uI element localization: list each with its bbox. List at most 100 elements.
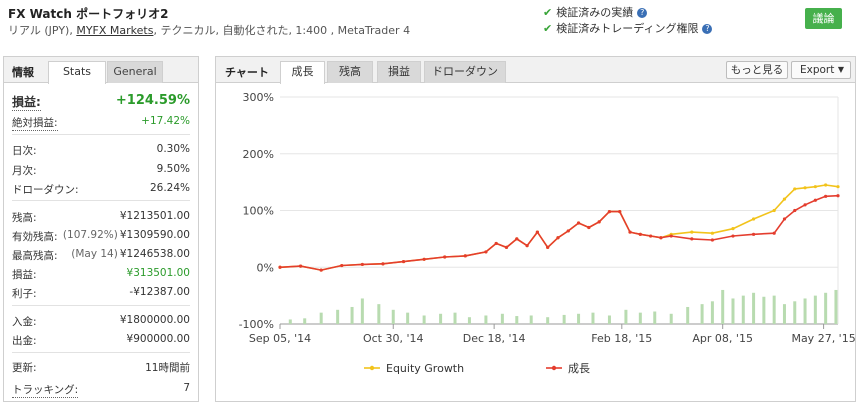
equity-growth-point [836, 185, 840, 189]
volume-bar [336, 309, 340, 324]
account-title: FX Watch ポートフォリオ2 [8, 7, 169, 21]
volume-bar [391, 309, 395, 324]
equity-growth-point [803, 186, 807, 190]
tracking-value: 7 [183, 382, 190, 394]
legend-growth-marker [551, 365, 557, 371]
abs-gain-label[interactable]: 絶対損益: [12, 117, 58, 131]
tab-profit[interactable]: 損益 [377, 61, 421, 83]
growth-point [690, 237, 694, 241]
info-tabs: 情報 Stats General [4, 57, 198, 84]
growth-chart: 300% 200% 100% 0% -100%Sep 05, '14 Oct 30, '1… [239, 91, 855, 375]
volume-bar [577, 313, 581, 324]
volume-bar [803, 298, 807, 324]
y-tick-label: 100% [243, 205, 274, 218]
tab-balance[interactable]: 残高 [327, 61, 373, 83]
export-button[interactable]: Export ▼ [791, 61, 851, 79]
chevron-down-icon: ▼ [837, 65, 844, 74]
tab-drawdown[interactable]: ドローダウン [424, 61, 506, 83]
tracking-label[interactable]: トラッキング: [12, 384, 79, 398]
deposits-label: 入金: [12, 316, 37, 328]
volume-bar [350, 306, 354, 324]
help-icon[interactable]: ? [637, 8, 648, 18]
growth-point [525, 244, 529, 248]
growth-point [836, 194, 840, 198]
growth-point [824, 194, 828, 198]
chart-panel: チャート 成長 残高 損益 ドローダウン もっと見る Export ▼ 300%… [215, 56, 856, 402]
divider [12, 352, 190, 353]
account-subtitle: リアル (JPY), MYFX Markets, テクニカル, 自動化された, … [8, 22, 410, 38]
tab-stats[interactable]: Stats [48, 61, 106, 84]
help-icon[interactable]: ? [702, 24, 713, 34]
equity-value: ¥1309590.00 [119, 229, 190, 241]
tab-general[interactable]: General [107, 61, 163, 83]
gain-label[interactable]: 損益: [12, 95, 41, 111]
growth-point [463, 254, 467, 258]
growth-point [628, 230, 632, 234]
y-tick-label: 0% [257, 261, 274, 274]
discuss-button[interactable]: 議論 [805, 8, 842, 29]
volume-bar [484, 315, 488, 324]
growth-point [319, 268, 323, 272]
volume-bar [721, 289, 725, 324]
growth-point [813, 198, 817, 202]
equity-percent: (107.92%) [62, 229, 118, 241]
growth-point [504, 245, 509, 249]
equity-growth-point [793, 187, 797, 191]
export-label: Export [800, 64, 835, 76]
growth-point [587, 225, 591, 230]
volume-bar [653, 311, 657, 324]
volume-bar [439, 313, 443, 324]
growth-point [556, 236, 560, 240]
highest-label: 最高残高: [12, 250, 58, 262]
growth-point [484, 250, 488, 254]
y-tick-label: 300% [243, 91, 274, 104]
equity-growth-point [751, 217, 756, 221]
equity-label: 有効残高: [12, 231, 58, 243]
volume-bar [710, 301, 714, 324]
growth-point [576, 221, 581, 225]
volume-bar [762, 296, 766, 324]
profit-value: ¥313501.00 [126, 267, 190, 279]
volume-bar [772, 295, 776, 324]
daily-label: 日次: [12, 145, 37, 157]
volume-bar [500, 313, 504, 324]
volume-bar [529, 315, 533, 324]
volume-bar [624, 309, 628, 324]
growth-point [659, 236, 663, 240]
more-button[interactable]: もっと見る [726, 61, 788, 79]
growth-point [731, 234, 735, 238]
growth-point [597, 220, 601, 224]
x-tick-label: Feb 18, '15 [591, 332, 652, 345]
daily-value: 0.30% [156, 143, 190, 155]
legend-equity-growth-marker [369, 365, 375, 371]
monthly-label: 月次: [12, 165, 37, 177]
growth-point [618, 210, 622, 214]
balance-value: ¥1213501.00 [119, 210, 190, 222]
equity-growth-line [279, 184, 839, 271]
growth-point [422, 257, 426, 261]
info-heading: 情報 [12, 66, 34, 79]
x-tick-label: Apr 08, '15 [692, 332, 753, 345]
volume-bar [591, 312, 595, 324]
check-icon: ✔ [543, 6, 553, 19]
growth-point [782, 217, 787, 221]
x-tick-label: Oct 30, '14 [363, 332, 424, 345]
tab-growth[interactable]: 成長 [280, 61, 325, 84]
highest-value: ¥1246538.00 [119, 248, 190, 260]
equity-growth-point [731, 227, 735, 231]
divider [12, 134, 190, 135]
volume-bar [686, 306, 690, 324]
volume-bar [406, 312, 410, 324]
volume-bar [377, 304, 381, 324]
verified-track-record: ✔ 検証済みの実績? [543, 4, 648, 20]
volume-bar [453, 312, 457, 324]
volume-bar [813, 295, 817, 324]
growth-point [793, 208, 797, 213]
volume-bar [288, 319, 292, 324]
equity-growth-point [813, 185, 817, 189]
chart-heading: チャート [225, 66, 269, 79]
volume-bar [731, 298, 735, 324]
volume-bar [562, 314, 566, 324]
broker-link[interactable]: MYFX Markets [76, 24, 154, 37]
verified-track-label: 検証済みの実績 [556, 6, 634, 19]
